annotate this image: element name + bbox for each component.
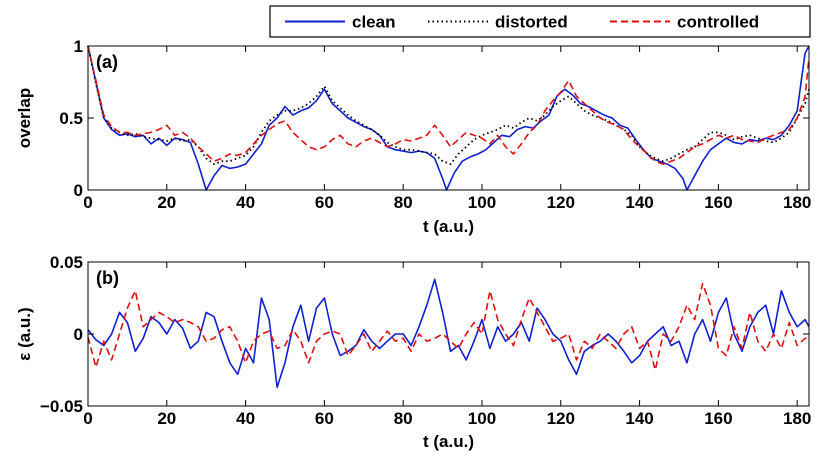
- y-tick-label: 0: [74, 325, 83, 344]
- panel-a-lines: [87, 45, 810, 191]
- y-tick-label: 0: [74, 181, 83, 200]
- x-tick-label: 60: [315, 409, 334, 428]
- x-tick-label: 20: [157, 193, 176, 212]
- x-tick-label: 120: [547, 193, 575, 212]
- panel-b-lines: [87, 278, 810, 389]
- panel-b-label: (b): [96, 268, 119, 288]
- x-tick-label: 0: [83, 193, 92, 212]
- panel-b-ylabel: ε (a.u.): [15, 307, 34, 360]
- x-tick-label: 180: [783, 193, 811, 212]
- y-tick-label: −0.05: [40, 397, 83, 416]
- legend-box: [269, 5, 811, 38]
- x-tick-label: 80: [394, 409, 413, 428]
- panel-a-ylabel: overlap: [15, 88, 34, 148]
- panel-a-xlabel: t (a.u.): [423, 217, 474, 236]
- panel-a: 0 20 40 60 80 100 120 140 160 180 0 0.5 1 (a) overla…: [15, 37, 811, 236]
- legend: clean distorted controlled: [269, 5, 811, 38]
- panel-a-ticks: 0 20 40 60 80 100 120 140 160 180 0 0.5 1: [59, 37, 811, 212]
- series-line-controlled-panel-a: [87, 45, 810, 165]
- panel-a-label: (a): [96, 52, 118, 72]
- x-tick-label: 100: [468, 193, 496, 212]
- legend-label-clean: clean: [352, 13, 395, 32]
- x-tick-label: 160: [704, 409, 732, 428]
- x-tick-label: 0: [83, 409, 92, 428]
- y-tick-label: 1: [74, 37, 83, 56]
- legend-label-distorted: distorted: [495, 13, 568, 32]
- x-tick-label: 140: [625, 409, 653, 428]
- x-tick-label: 80: [394, 193, 413, 212]
- y-tick-label: 0.05: [50, 253, 83, 272]
- x-tick-label: 20: [157, 409, 176, 428]
- x-tick-label: 60: [315, 193, 334, 212]
- x-tick-label: 40: [236, 409, 255, 428]
- series-line-distorted-panel-a: [87, 45, 810, 165]
- x-tick-label: 100: [468, 409, 496, 428]
- x-tick-label: 120: [547, 409, 575, 428]
- y-tick-label: 0.5: [59, 109, 83, 128]
- series-line-clean-panel-b: [87, 278, 810, 389]
- x-tick-label: 160: [704, 193, 732, 212]
- x-tick-label: 180: [783, 409, 811, 428]
- x-tick-label: 40: [236, 193, 255, 212]
- legend-label-controlled: controlled: [677, 13, 759, 32]
- series-line-clean-panel-a: [87, 45, 810, 191]
- panel-b-xlabel: t (a.u.): [423, 432, 474, 451]
- x-tick-label: 140: [625, 193, 653, 212]
